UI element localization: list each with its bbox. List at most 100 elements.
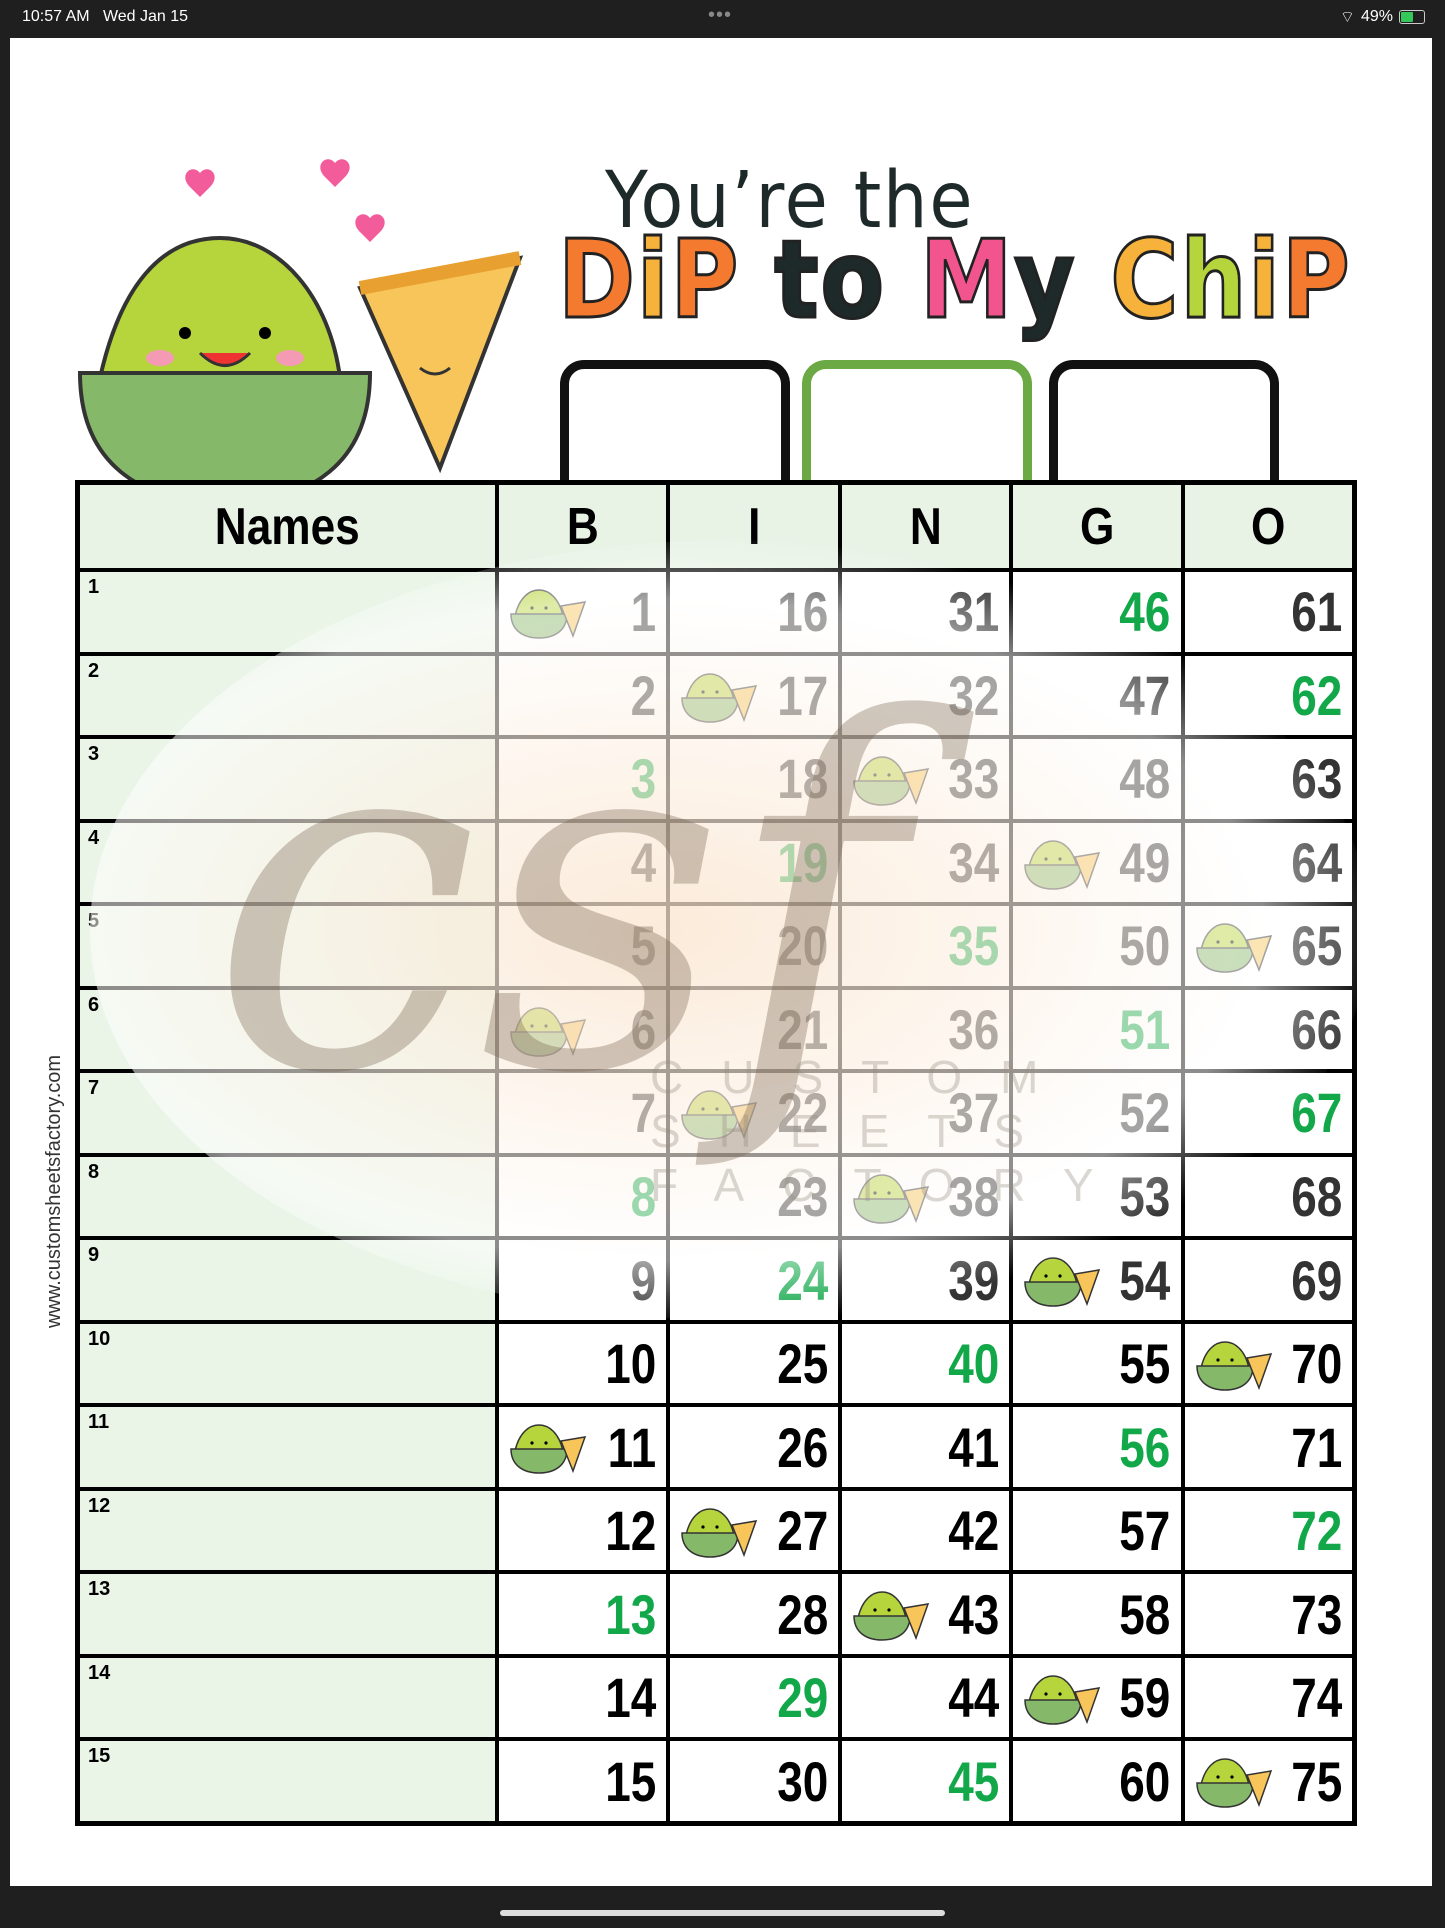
name-cell[interactable]: 13: [80, 1574, 495, 1654]
number-cell: 19: [670, 822, 838, 903]
number-cell: 15: [499, 1741, 667, 1821]
bingo-number: 74: [1290, 1666, 1342, 1730]
name-cell[interactable]: 9: [80, 1240, 495, 1320]
name-cell[interactable]: 8: [80, 1156, 495, 1237]
bingo-number: 28: [776, 1582, 828, 1646]
name-cell[interactable]: 11: [80, 1407, 495, 1487]
bingo-number: 23: [776, 1164, 828, 1228]
title-letter: D: [557, 217, 637, 345]
bingo-number: 35: [948, 914, 1000, 978]
name-cell[interactable]: 2: [80, 655, 495, 736]
name-cell[interactable]: 1: [80, 572, 495, 652]
number-cell: 44: [841, 1657, 1010, 1738]
row-number: 8: [88, 1160, 100, 1183]
bingo-number: 50: [1119, 914, 1171, 978]
bingo-number: 20: [776, 914, 828, 978]
number-cell: 35: [841, 906, 1010, 986]
header-label: N: [909, 497, 942, 556]
bingo-number: 73: [1290, 1582, 1342, 1646]
bingo-number: 26: [776, 1415, 828, 1479]
header-n: N: [841, 485, 1010, 568]
number-cell: 63: [1184, 739, 1352, 819]
bingo-number: 29: [776, 1666, 828, 1730]
home-indicator[interactable]: [500, 1910, 945, 1916]
multitask-dots-icon[interactable]: •••: [708, 4, 733, 26]
bingo-number: 43: [948, 1582, 1000, 1646]
number-cell: 73: [1184, 1574, 1352, 1654]
number-cell: 6: [499, 989, 667, 1070]
bingo-number: 8: [630, 1164, 657, 1228]
number-cell: 20: [670, 906, 838, 986]
name-cell[interactable]: 10: [80, 1323, 495, 1404]
number-cell: 43: [841, 1574, 1010, 1654]
number-cell: 56: [1013, 1407, 1181, 1487]
header-label: B: [566, 497, 599, 556]
bingo-number: 75: [1290, 1749, 1342, 1813]
number-cell: 55: [1013, 1323, 1181, 1404]
row-number: 9: [88, 1244, 100, 1267]
number-cell: 8: [499, 1156, 667, 1237]
bingo-number: 14: [605, 1666, 657, 1730]
number-cell: 37: [841, 1073, 1010, 1153]
bingo-number: 62: [1290, 663, 1342, 727]
bingo-number: 27: [776, 1499, 828, 1563]
number-cell: 7: [499, 1073, 667, 1153]
number-cell: 68: [1184, 1156, 1352, 1237]
number-cell: 70: [1184, 1323, 1352, 1404]
bingo-number: 58: [1119, 1582, 1171, 1646]
status-time: 10:57 AM Wed Jan 15: [22, 8, 189, 25]
guacamole-chip-icon: [1024, 839, 1101, 890]
bingo-number: 12: [605, 1499, 657, 1563]
name-cell[interactable]: 5: [80, 906, 495, 986]
bingo-number: 47: [1119, 663, 1171, 727]
wifi-icon: ⌔: [1339, 9, 1355, 26]
bingo-number: 1: [630, 580, 657, 644]
title-letter: P: [1280, 217, 1352, 345]
bingo-number: 15: [605, 1749, 657, 1813]
name-cell[interactable]: 14: [80, 1657, 495, 1738]
bingo-number: 2: [630, 663, 657, 727]
bingo-number: 65: [1290, 914, 1342, 978]
bingo-number: 60: [1119, 1749, 1171, 1813]
row-number: 11: [88, 1411, 110, 1434]
number-cell: 59: [1013, 1657, 1181, 1738]
guacamole-chip-icon: [510, 1006, 587, 1057]
bingo-number: 61: [1290, 580, 1342, 644]
number-cell: 24: [670, 1240, 838, 1320]
number-cell: 66: [1184, 989, 1352, 1070]
title-letter: y: [1013, 217, 1111, 345]
bingo-number: 53: [1119, 1164, 1171, 1228]
bingo-number: 10: [605, 1332, 657, 1396]
row-number: 7: [88, 1077, 100, 1100]
number-cell: 30: [670, 1741, 838, 1821]
title-letter: i: [1247, 217, 1282, 345]
number-cell: 71: [1184, 1407, 1352, 1487]
name-cell[interactable]: 15: [80, 1741, 495, 1821]
number-cell: 50: [1013, 906, 1181, 986]
name-cell[interactable]: 12: [80, 1490, 495, 1571]
name-cell[interactable]: 4: [80, 822, 495, 903]
number-cell: 67: [1184, 1073, 1352, 1153]
header-b: B: [499, 485, 667, 568]
number-cell: 26: [670, 1407, 838, 1487]
guacamole-chip-icon: [510, 589, 587, 639]
guacamole-chip-icon: [1195, 923, 1272, 973]
name-cell[interactable]: 7: [80, 1073, 495, 1153]
number-cell: 45: [841, 1741, 1010, 1821]
bingo-number: 16: [776, 580, 828, 644]
number-cell: 36: [841, 989, 1010, 1070]
header-o: O: [1184, 485, 1352, 568]
bingo-number: 63: [1290, 747, 1342, 811]
bingo-number: 42: [948, 1499, 1000, 1563]
number-cell: 61: [1184, 572, 1352, 652]
number-cell: 11: [499, 1407, 667, 1487]
header-g: G: [1013, 485, 1181, 568]
guacamole-chip-mascot-illustration: [77, 159, 524, 506]
name-cell[interactable]: 6: [80, 989, 495, 1070]
guacamole-chip-icon: [1195, 1758, 1272, 1809]
title-letter: P: [669, 217, 741, 345]
number-cell: 17: [670, 655, 838, 736]
bingo-number: 21: [776, 997, 828, 1061]
number-cell: 64: [1184, 822, 1352, 903]
name-cell[interactable]: 3: [80, 739, 495, 819]
